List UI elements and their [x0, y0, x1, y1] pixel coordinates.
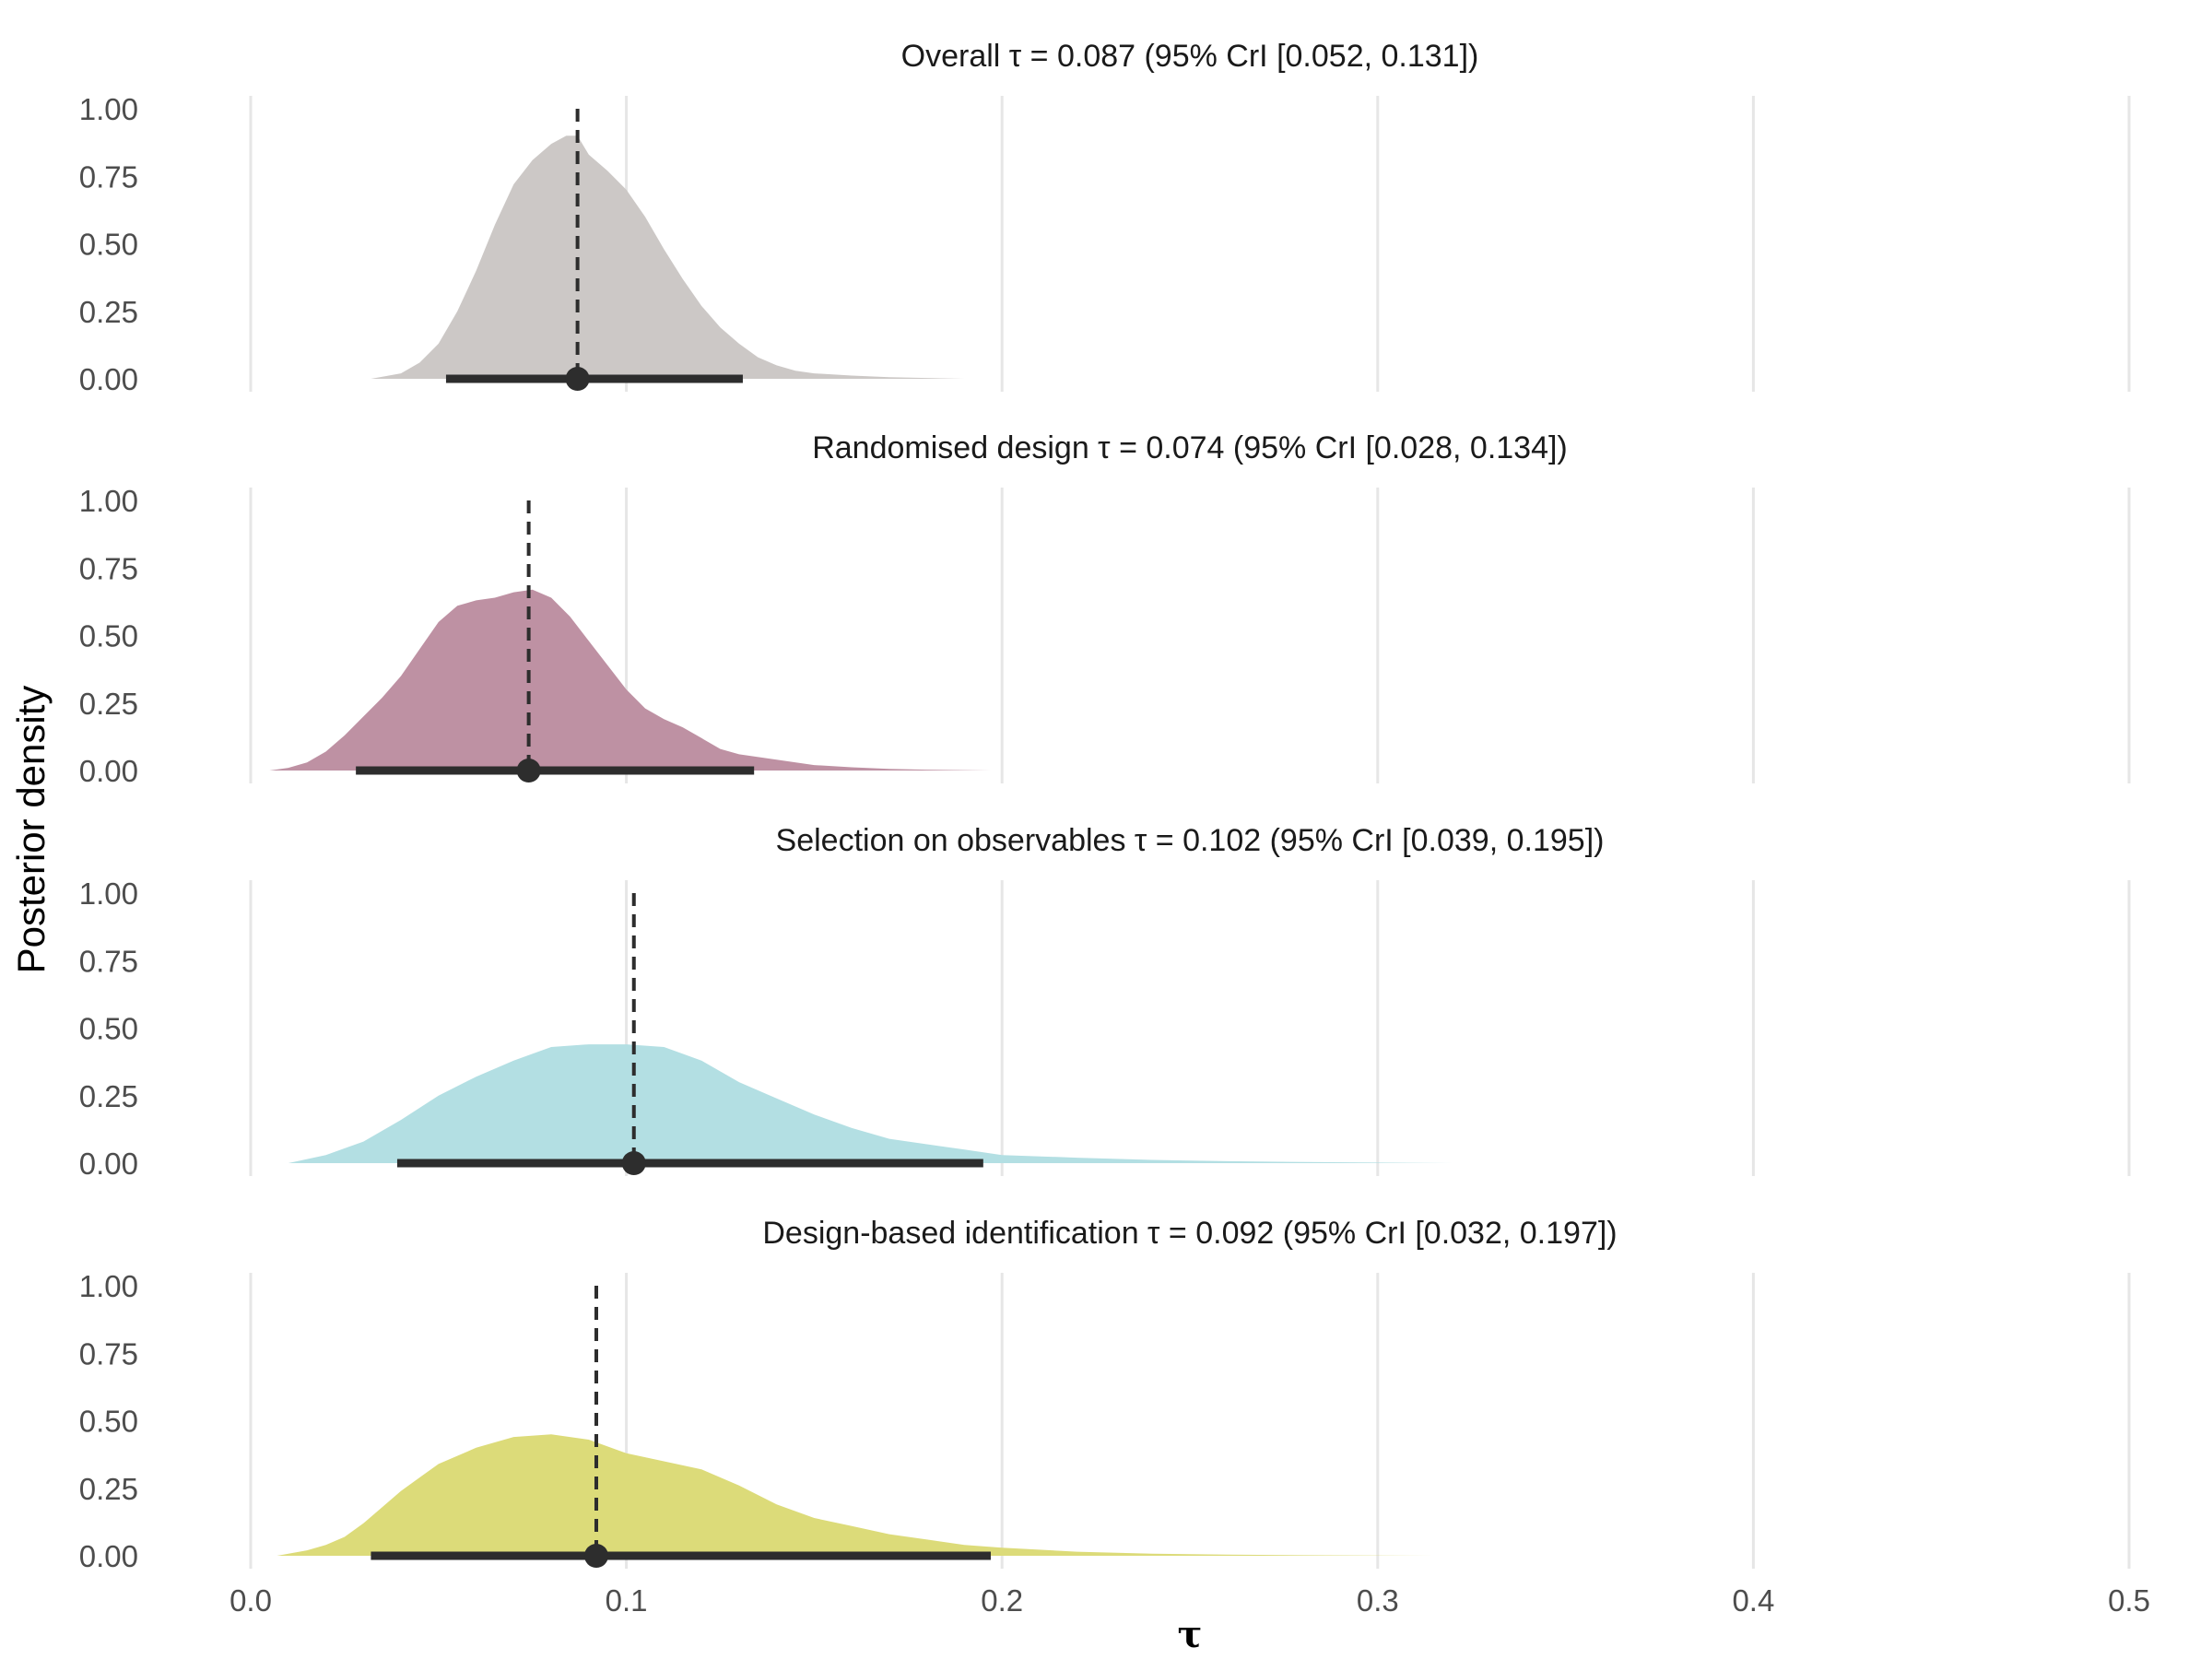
y-tick-label: 0.25	[79, 295, 138, 329]
x-axis-label: τ	[1178, 1613, 1203, 1656]
density-area	[288, 1044, 1453, 1163]
x-tick-label: 0.0	[229, 1583, 272, 1618]
y-tick-label: 1.00	[79, 877, 138, 911]
median-point	[621, 1151, 646, 1175]
y-tick-label: 0.75	[79, 551, 138, 585]
x-tick-label: 0.2	[981, 1583, 1023, 1618]
median-point	[565, 367, 590, 391]
y-tick-label: 0.50	[79, 619, 138, 653]
median-point	[516, 759, 541, 782]
density-area	[269, 589, 991, 771]
panel-title: Design-based identification τ = 0.092 (9…	[762, 1216, 1617, 1251]
y-tick-label: 0.25	[79, 687, 138, 721]
median-point	[583, 1544, 608, 1568]
facet-panel: Randomised design τ = 0.074 (95% CrI [0.…	[79, 430, 2131, 788]
y-tick-label: 1.00	[79, 484, 138, 518]
panel-title: Randomised design τ = 0.074 (95% CrI [0.…	[812, 430, 1568, 465]
y-tick-label: 1.00	[79, 92, 138, 126]
x-tick-label: 0.1	[606, 1583, 648, 1618]
facet-panels: Overall τ = 0.087 (95% CrI [0.052, 0.131…	[79, 39, 2150, 1618]
y-tick-label: 1.00	[79, 1269, 138, 1303]
density-area	[371, 135, 965, 380]
y-tick-label: 0.00	[79, 362, 138, 396]
y-axis-label: Posterior density	[9, 686, 53, 974]
y-tick-label: 0.00	[79, 754, 138, 788]
y-tick-label: 0.00	[79, 1539, 138, 1573]
y-tick-label: 0.25	[79, 1472, 138, 1506]
y-tick-label: 0.75	[79, 159, 138, 194]
x-tick-label: 0.3	[1357, 1583, 1399, 1618]
facet-panel: Design-based identification τ = 0.092 (9…	[79, 1216, 2131, 1573]
panel-title: Overall τ = 0.087 (95% CrI [0.052, 0.131…	[901, 39, 1479, 74]
y-tick-label: 0.00	[79, 1147, 138, 1181]
density-area	[276, 1434, 1434, 1556]
facet-panel: Overall τ = 0.087 (95% CrI [0.052, 0.131…	[79, 39, 2131, 396]
y-tick-label: 0.75	[79, 944, 138, 978]
y-tick-label: 0.75	[79, 1336, 138, 1371]
facet-panel: Selection on observables τ = 0.102 (95% …	[79, 823, 2131, 1181]
y-tick-label: 0.25	[79, 1079, 138, 1113]
panel-title: Selection on observables τ = 0.102 (95% …	[776, 823, 1605, 858]
y-tick-label: 0.50	[79, 228, 138, 262]
x-tick-label: 0.4	[1732, 1583, 1774, 1618]
y-tick-label: 0.50	[79, 1012, 138, 1046]
x-tick-label: 0.5	[2108, 1583, 2150, 1618]
y-tick-label: 0.50	[79, 1405, 138, 1439]
